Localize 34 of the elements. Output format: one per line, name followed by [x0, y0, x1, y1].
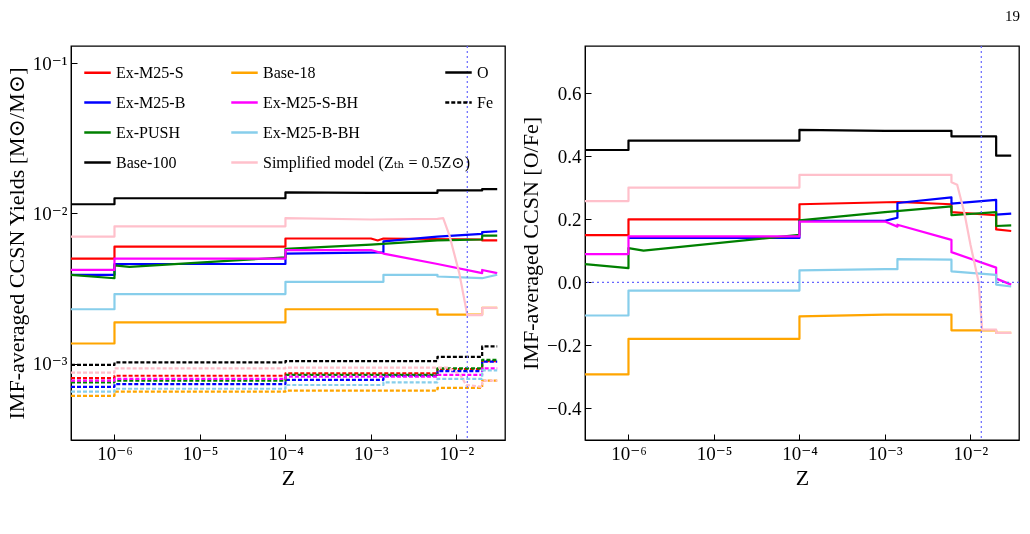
y-tick-label: 10⁻³: [32, 353, 68, 375]
legend-label: Ex-M25-S-BH: [263, 93, 359, 111]
y-tick-label: 0.6: [557, 82, 582, 104]
y-tick-label: 10⁻²: [32, 202, 68, 224]
legend-label: Base-18: [263, 63, 316, 81]
legend-label: Simplified model (Zₜₕ = 0.5Z⊙): [263, 153, 471, 172]
y-tick-label: 0.4: [557, 145, 582, 167]
y-tick-label: −0.4: [547, 397, 582, 419]
x-tick-label: 10⁻²: [953, 442, 989, 464]
y-tick-label: 0.2: [557, 208, 582, 230]
annotation: Fe: [477, 93, 493, 111]
x-tick-label: 10⁻³: [868, 442, 904, 464]
x-tick-label: 10⁻⁴: [782, 442, 819, 464]
x-tick-label: 10⁻⁵: [696, 442, 733, 464]
x-tick-label: 10⁻⁵: [182, 442, 219, 464]
x-tick-label: 10⁻⁴: [268, 442, 305, 464]
legend-label: Ex-M25-S: [116, 63, 184, 81]
text: 19: [1005, 8, 1020, 25]
y-axis-title: IMF-averaged CCSN Yields [M⊙/M⊙]: [3, 67, 29, 420]
annotation: O: [477, 63, 489, 81]
legend-label: Ex-M25-B-BH: [263, 123, 361, 141]
legend-label: Ex-PUSH: [116, 123, 181, 141]
x-tick-label: 10⁻⁶: [611, 442, 647, 464]
legend-label: Ex-M25-B: [116, 93, 186, 111]
y-axis-title: IMF-averaged CCSN [O/Fe]: [518, 117, 544, 370]
legend-label: Base-100: [116, 153, 177, 171]
x-tick-label: 10⁻³: [354, 442, 390, 464]
y-tick-label: 0.0: [557, 271, 582, 293]
y-tick-label: −0.2: [547, 334, 582, 356]
x-tick-label: 10⁻²: [439, 442, 475, 464]
x-tick-label: 10⁻⁶: [97, 442, 133, 464]
y-tick-label: 10⁻¹: [32, 52, 68, 74]
x-axis-title: Z: [795, 464, 810, 490]
x-axis-title: Z: [281, 464, 296, 490]
